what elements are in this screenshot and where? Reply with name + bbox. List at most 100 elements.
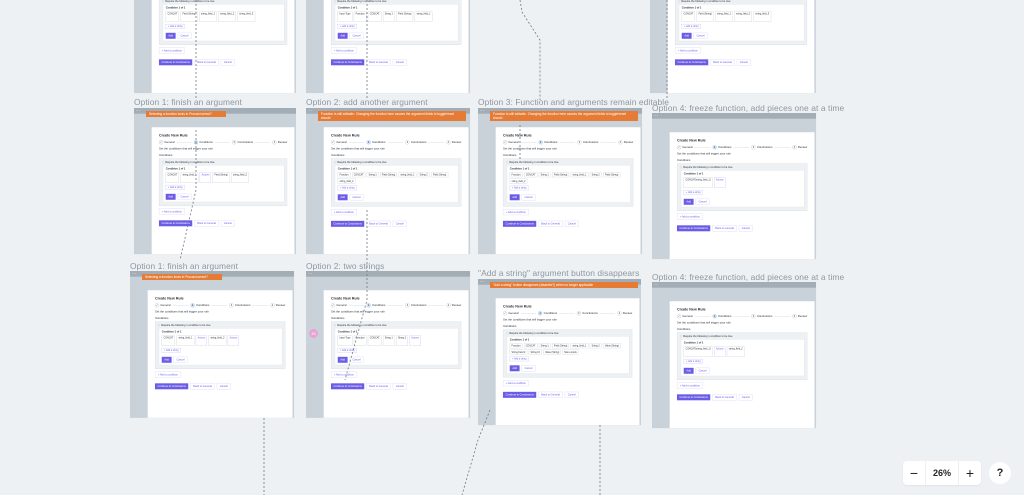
continue-button[interactable]: Continue to Conclusions: [502, 220, 537, 227]
add-button[interactable]: Add: [683, 367, 694, 374]
cancel-footer-button[interactable]: Cancel: [564, 391, 579, 398]
cancel-button[interactable]: Cancel: [521, 194, 536, 201]
field-chip[interactable]: String 2: [589, 343, 602, 349]
cancel-button[interactable]: Cancel: [349, 356, 364, 363]
add-condition-button[interactable]: + Add a condition: [676, 382, 703, 389]
step-conclusions[interactable]: 3 Conclusions: [405, 140, 426, 145]
field-chip[interactable]: CONCAT: [681, 11, 696, 22]
field-chip[interactable]: String 10: [528, 349, 542, 355]
step-review[interactable]: 4 Review: [618, 140, 633, 145]
step-conclusions[interactable]: 3 Conclusions: [751, 145, 772, 150]
add-condition-button[interactable]: + Add a condition: [158, 47, 185, 54]
field-chip[interactable]: string_field_1: [199, 11, 217, 22]
field-chip[interactable]: Function: [509, 343, 523, 349]
add-string-button[interactable]: + Add a string: [337, 23, 357, 29]
add-condition-button[interactable]: + Add a condition: [676, 213, 703, 220]
field-chip[interactable]: CONCAT: [367, 335, 382, 346]
field-chip[interactable]: CONCAT: [523, 172, 538, 178]
continue-button[interactable]: Continue to Conclusions: [674, 59, 709, 66]
cancel-footer-button[interactable]: Cancel: [220, 220, 235, 227]
field-chip[interactable]: string_field_2: [734, 11, 752, 22]
cancel-button[interactable]: Cancel: [695, 198, 710, 205]
continue-button[interactable]: Continue to Conclusions: [502, 391, 537, 398]
field-chip[interactable]: More words: [562, 349, 579, 355]
back-button[interactable]: Back to General: [710, 59, 735, 66]
cancel-button[interactable]: Cancel: [349, 194, 364, 201]
continue-button[interactable]: Continue to Conclusions: [158, 59, 193, 66]
field-chip[interactable]: string_field_2: [726, 346, 745, 357]
cancel-footer-button[interactable]: Cancel: [564, 220, 579, 227]
field-chip[interactable]: string_field_1: [180, 172, 199, 183]
help-button[interactable]: ?: [989, 462, 1011, 484]
field-chip[interactable]: string_field_3: [237, 11, 256, 22]
field-chip[interactable]: Function: [509, 172, 523, 178]
back-button[interactable]: Back to General: [538, 220, 563, 227]
continue-button[interactable]: Continue to Conclusions: [158, 220, 193, 227]
add-button[interactable]: Add: [509, 365, 520, 372]
field-chip[interactable]: CONCAT: [165, 172, 180, 183]
cancel-button[interactable]: Cancel: [177, 193, 192, 200]
field-chip[interactable]: Input Type: [337, 11, 353, 22]
field-chip[interactable]: CONCAT: [351, 172, 366, 178]
add-condition-button[interactable]: + Add a condition: [674, 47, 701, 54]
field-chip[interactable]: Field (String): [552, 172, 570, 178]
add-string-button[interactable]: + Add a string: [509, 356, 529, 362]
add-button[interactable]: Add: [337, 194, 348, 201]
add-condition-button[interactable]: + Add a condition: [502, 380, 529, 387]
step-general[interactable]: ✓ General: [502, 311, 519, 316]
step-review[interactable]: 4 Review: [617, 311, 632, 316]
step-review[interactable]: 4 Review: [792, 145, 807, 150]
add-button[interactable]: Add: [165, 32, 176, 39]
add-string-button[interactable]: + Add a string: [337, 347, 357, 353]
field-chip[interactable]: string_field_1: [414, 11, 433, 22]
step-review[interactable]: 4 Review: [270, 303, 285, 308]
field-chip[interactable]: Field (String): [180, 11, 198, 22]
add-string-button[interactable]: + Add a string: [681, 23, 701, 29]
field-chip[interactable]: String Field 2: [509, 349, 528, 355]
continue-button[interactable]: Continue to Conclusions: [330, 383, 365, 390]
step-conditions[interactable]: 2 Conditions: [538, 140, 557, 145]
cancel-footer-button[interactable]: Cancel: [738, 394, 753, 401]
add-button[interactable]: Add: [337, 32, 348, 39]
field-chip[interactable]: Field (String): [603, 172, 621, 178]
continue-button[interactable]: Continue to Conclusions: [154, 383, 189, 390]
add-button[interactable]: Add: [509, 194, 520, 201]
step-conditions[interactable]: 2 Conditions: [712, 314, 731, 319]
add-button[interactable]: Add: [683, 198, 694, 205]
step-conclusions[interactable]: 3 Conclusions: [577, 140, 598, 145]
zoom-in-button[interactable]: +: [965, 465, 975, 481]
back-button[interactable]: Back to General: [712, 225, 737, 232]
field-chip[interactable]: Field (String): [212, 172, 230, 183]
continue-button[interactable]: Continue to Conclusions: [330, 220, 365, 227]
field-chip[interactable]: CONCAT: [367, 11, 382, 22]
back-button[interactable]: Back to General: [538, 391, 563, 398]
step-general[interactable]: ✓ General: [676, 145, 693, 150]
field-chip[interactable]: String 2: [589, 172, 602, 178]
back-button[interactable]: Back to General: [366, 59, 391, 66]
field-chip[interactable]: string_field_1: [176, 335, 195, 346]
cancel-button[interactable]: Cancel: [349, 32, 364, 39]
field-chip[interactable]: string_field_1: [570, 172, 589, 178]
add-button[interactable]: Add: [337, 356, 348, 363]
add-string-button[interactable]: + Add a string: [161, 347, 181, 353]
add-string-button[interactable]: + Add a string: [509, 185, 529, 191]
add-string-button[interactable]: + Add a string: [165, 184, 185, 190]
field-chip[interactable]: Actions: [227, 335, 240, 346]
step-conditions[interactable]: 2 Conditions: [538, 311, 557, 316]
step-review[interactable]: 4 Review: [792, 314, 807, 319]
cancel-footer-button[interactable]: Cancel: [216, 383, 231, 390]
field-chip[interactable]: Field (String): [396, 11, 414, 22]
step-conclusions[interactable]: 3 Conclusions: [405, 303, 426, 308]
continue-button[interactable]: Continue to Conclusions: [676, 225, 711, 232]
field-chip[interactable]: string_field_2: [208, 335, 227, 346]
back-button[interactable]: Back to General: [194, 220, 219, 227]
field-chip[interactable]: string_field_2: [218, 11, 236, 22]
add-condition-button[interactable]: + Add a condition: [158, 208, 185, 215]
field-chip[interactable]: string_field_3: [753, 11, 772, 22]
step-conclusions[interactable]: 3 Conclusions: [232, 140, 253, 145]
step-conditions[interactable]: 2 Conditions: [190, 303, 209, 308]
